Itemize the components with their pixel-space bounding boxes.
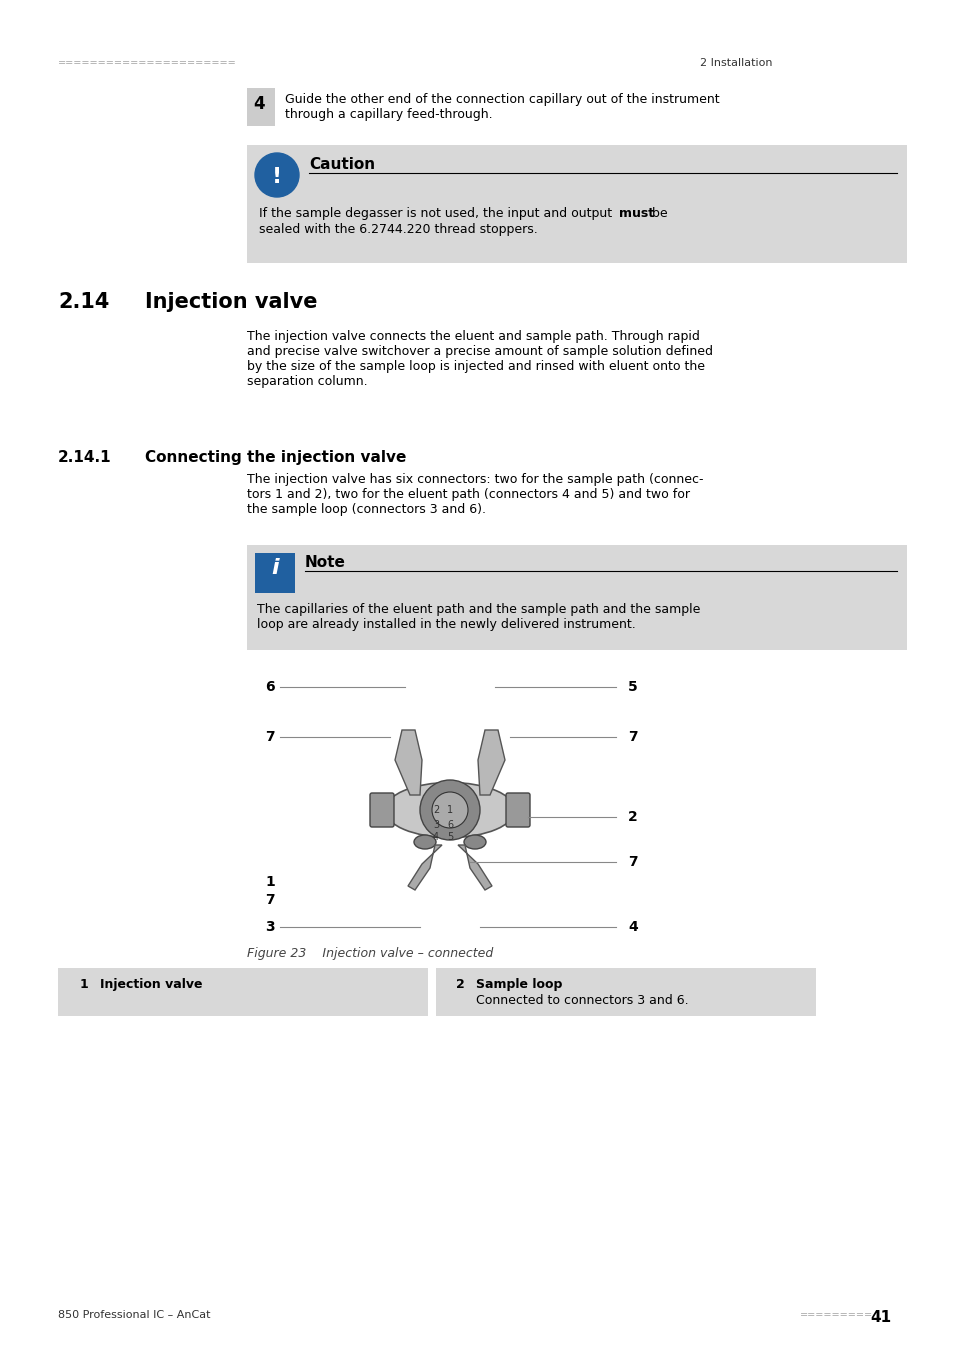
Circle shape	[419, 780, 479, 840]
Ellipse shape	[414, 836, 436, 849]
Text: 2 Installation: 2 Installation	[700, 58, 772, 68]
Text: 1: 1	[80, 977, 89, 991]
FancyBboxPatch shape	[247, 545, 906, 649]
Text: Note: Note	[305, 555, 346, 570]
Text: 7: 7	[627, 730, 637, 744]
Text: 3: 3	[265, 919, 274, 934]
Text: 1: 1	[446, 805, 453, 815]
Text: must: must	[618, 207, 654, 220]
Text: 2: 2	[433, 805, 438, 815]
Circle shape	[254, 153, 298, 197]
Text: be: be	[647, 207, 667, 220]
Text: !: !	[272, 167, 282, 188]
Polygon shape	[408, 845, 441, 890]
FancyBboxPatch shape	[247, 144, 906, 263]
Ellipse shape	[463, 836, 485, 849]
Text: Caution: Caution	[309, 157, 375, 171]
Text: 5: 5	[446, 832, 453, 842]
FancyBboxPatch shape	[505, 792, 530, 828]
Text: ======================: ======================	[58, 58, 236, 68]
Text: 6: 6	[265, 680, 274, 694]
Text: 7: 7	[265, 730, 274, 744]
Text: 4: 4	[627, 919, 638, 934]
Text: 4: 4	[253, 95, 264, 113]
Text: sealed with the 6.2744.220 thread stoppers.: sealed with the 6.2744.220 thread stoppe…	[258, 223, 537, 236]
Polygon shape	[395, 730, 421, 795]
Text: 3: 3	[433, 819, 438, 830]
Text: 7: 7	[265, 892, 274, 907]
Text: 5: 5	[627, 680, 638, 694]
Text: 2: 2	[627, 810, 638, 824]
FancyBboxPatch shape	[436, 968, 815, 1017]
Text: 2: 2	[456, 977, 464, 991]
Circle shape	[432, 792, 468, 828]
Text: 1: 1	[265, 875, 274, 890]
Text: 2.14: 2.14	[58, 292, 110, 312]
Text: Connected to connectors 3 and 6.: Connected to connectors 3 and 6.	[476, 994, 688, 1007]
Polygon shape	[457, 845, 492, 890]
Text: The injection valve connects the eluent and sample path. Through rapid
and preci: The injection valve connects the eluent …	[247, 329, 712, 387]
Text: 41: 41	[869, 1310, 890, 1324]
FancyBboxPatch shape	[370, 792, 394, 828]
Text: The injection valve has six connectors: two for the sample path (connec-
tors 1 : The injection valve has six connectors: …	[247, 472, 702, 516]
Polygon shape	[477, 730, 504, 795]
Text: Sample loop: Sample loop	[476, 977, 561, 991]
Text: Injection valve: Injection valve	[145, 292, 317, 312]
Text: Guide the other end of the connection capillary out of the instrument
through a : Guide the other end of the connection ca…	[285, 93, 719, 122]
FancyBboxPatch shape	[58, 968, 428, 1017]
Text: 7: 7	[627, 855, 637, 869]
Text: Injection valve: Injection valve	[100, 977, 202, 991]
Text: Connecting the injection valve: Connecting the injection valve	[145, 450, 406, 464]
Text: 4: 4	[433, 832, 438, 842]
Text: If the sample degasser is not used, the input and output: If the sample degasser is not used, the …	[258, 207, 616, 220]
Text: The capillaries of the eluent path and the sample path and the sample
loop are a: The capillaries of the eluent path and t…	[256, 603, 700, 630]
Text: 850 Professional IC – AnCat: 850 Professional IC – AnCat	[58, 1310, 211, 1320]
Text: 6: 6	[446, 819, 453, 830]
Ellipse shape	[385, 783, 515, 837]
Text: Figure 23    Injection valve – connected: Figure 23 Injection valve – connected	[247, 946, 493, 960]
FancyBboxPatch shape	[247, 88, 274, 126]
Text: 2.14.1: 2.14.1	[58, 450, 112, 464]
Text: i: i	[271, 558, 278, 578]
FancyBboxPatch shape	[254, 554, 294, 593]
Text: =========: =========	[800, 1310, 872, 1320]
